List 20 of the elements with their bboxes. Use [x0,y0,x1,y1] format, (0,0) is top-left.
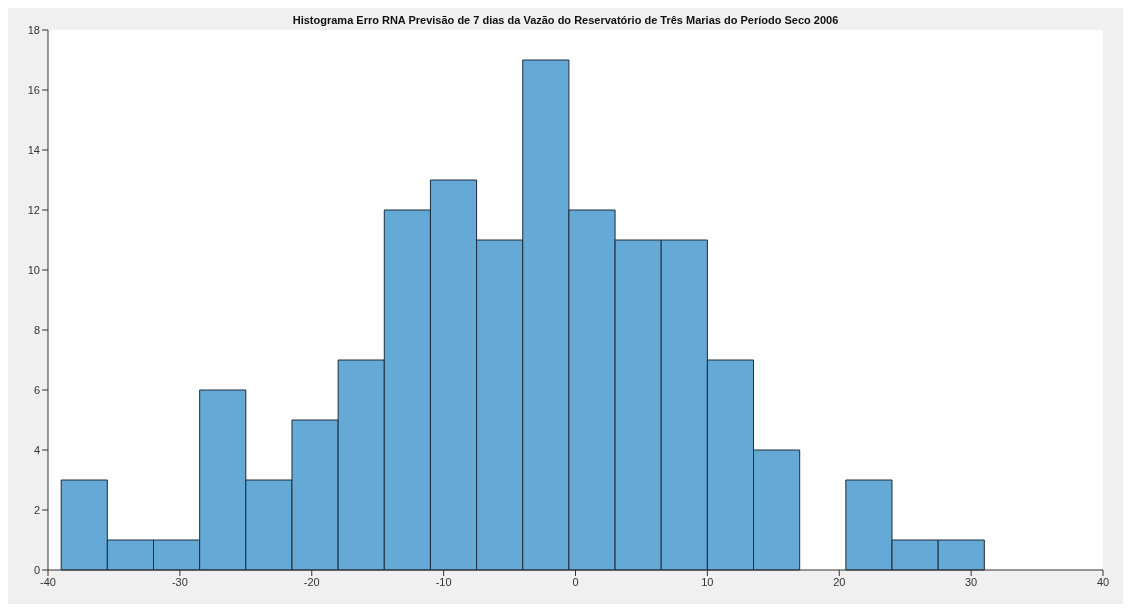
chart-title: Histograma Erro RNA Previsão de 7 dias da Vazão do Reservatório de Três Marias do Período Seco 2006 [292,14,839,26]
x-tick-label: -20 [303,575,320,588]
x-tick-label: -40 [40,575,56,588]
x-tick-label: -10 [435,575,452,588]
x-tick-label: -30 [171,575,188,588]
y-tick-label: 4 [33,443,40,456]
y-tick-label: 16 [27,83,40,96]
y-tick-label: 10 [27,263,40,276]
y-tick-label: 14 [27,143,40,156]
y-tick-label: 2 [33,503,40,516]
x-tick-label: 30 [965,575,978,588]
x-tick-label: 10 [701,575,714,588]
y-tick-label: 8 [33,323,40,336]
y-tick-label: 18 [27,23,40,36]
x-tick-label: 40 [1096,575,1110,588]
x-tick-label: 20 [833,575,846,588]
y-tick-label: 6 [33,383,40,396]
y-tick-label: 0 [33,563,40,576]
x-tick-label: 0 [572,575,579,588]
y-tick-label: 12 [27,203,40,216]
